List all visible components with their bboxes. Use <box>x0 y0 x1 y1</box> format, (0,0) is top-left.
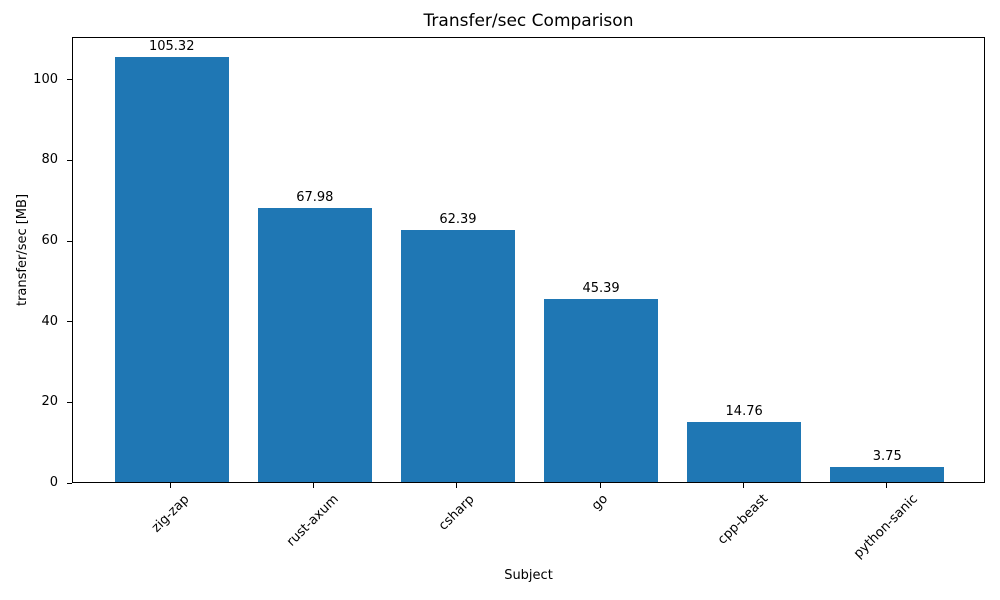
bar-cpp-beast <box>686 422 802 482</box>
x-tick-label-python-sanic: python-sanic <box>850 492 921 562</box>
plot-area: 105.32 67.98 62.39 45.39 14.76 3.75 <box>72 37 985 483</box>
x-tick-mark <box>885 483 887 488</box>
y-axis-label: transfer/sec [MB] <box>15 193 30 307</box>
x-tick-mark <box>456 483 458 488</box>
y-tick-label: 100 <box>33 71 58 87</box>
bar-csharp <box>400 230 516 482</box>
bar-value-label: 14.76 <box>725 404 763 420</box>
bar-rust-axum <box>257 207 373 482</box>
x-tick-label-csharp: csharp <box>435 492 478 534</box>
x-tick-mark <box>599 483 601 488</box>
bar-zig-zap <box>114 57 229 482</box>
bar-value-label: 45.39 <box>582 280 620 296</box>
y-tick-mark <box>67 482 72 484</box>
x-tick-mark <box>742 483 744 488</box>
x-tick-mark <box>170 483 172 488</box>
y-tick-label: 80 <box>41 152 58 168</box>
y-tick-label: 40 <box>41 313 58 329</box>
x-tick-label-cpp-beast: cpp-beast <box>714 491 772 548</box>
y-tick-mark <box>67 401 72 403</box>
bar-value-label: 3.75 <box>872 448 902 464</box>
y-tick-mark <box>67 321 72 323</box>
y-tick-label: 0 <box>49 475 58 490</box>
chart-title: Transfer/sec Comparison <box>423 11 634 31</box>
y-tick-mark <box>67 79 72 81</box>
bar-value-label: 62.39 <box>439 212 477 228</box>
x-tick-label-rust-axum: rust-axum <box>284 492 343 550</box>
y-tick-label: 60 <box>41 233 58 249</box>
y-tick-mark <box>67 159 72 161</box>
y-tick-mark <box>67 240 72 242</box>
bar-go <box>543 298 659 482</box>
x-tick-label-go: go <box>588 491 611 514</box>
bar-python-sanic <box>830 466 945 482</box>
y-tick-label: 20 <box>41 394 58 410</box>
x-tick-mark <box>313 483 315 488</box>
bar-value-label: 67.98 <box>296 189 334 205</box>
x-tick-label-zig-zap: zig-zap <box>148 491 193 536</box>
x-axis-label: Subject <box>504 568 553 583</box>
bar-value-label: 105.32 <box>148 39 195 55</box>
